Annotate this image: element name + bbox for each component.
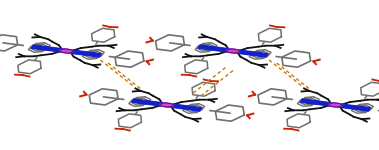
Ellipse shape bbox=[227, 49, 240, 53]
Ellipse shape bbox=[60, 49, 73, 53]
Ellipse shape bbox=[160, 103, 173, 107]
Ellipse shape bbox=[329, 103, 342, 107]
